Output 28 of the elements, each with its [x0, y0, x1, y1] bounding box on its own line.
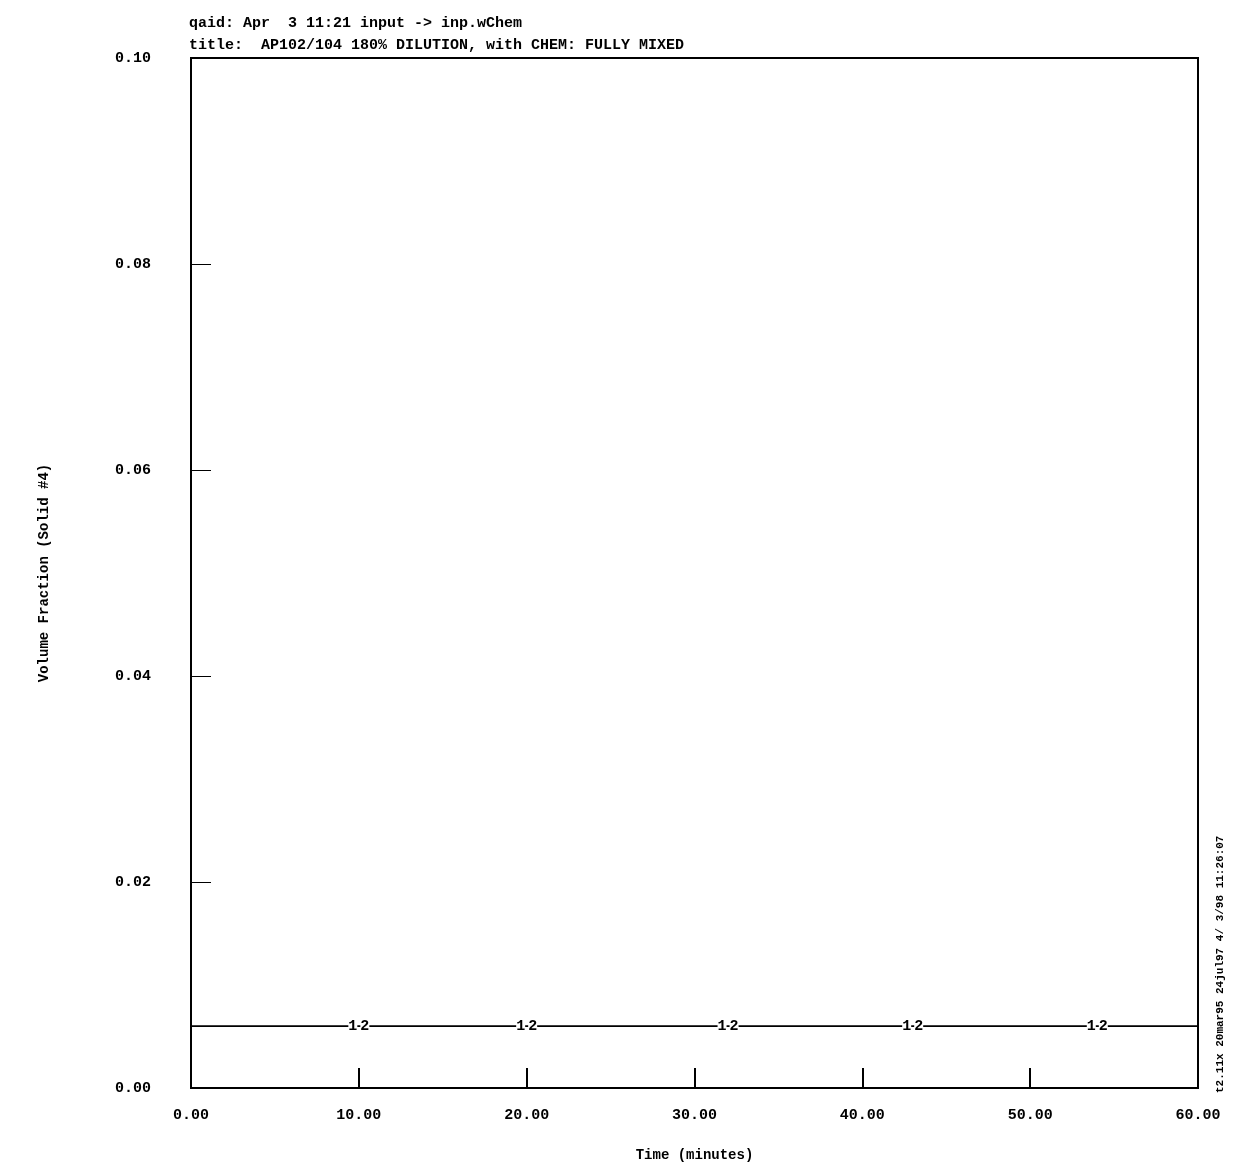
series-label: 1	[348, 1017, 358, 1035]
text: t2.11x 20mar95 24jul97 4/ 3/98 11:26:07	[1214, 835, 1226, 1093]
x-tick-label: 10.00	[336, 1107, 382, 1124]
y-tick-label: 0.06	[114, 461, 151, 479]
x-tick-label: 50.00	[1007, 1107, 1053, 1124]
text: qaid: Apr 3 11:21 input -> inp.wChem	[189, 15, 523, 32]
chart-title: title: AP102/104 180% DILUTION, with CHEM: FULLY MIXED	[189, 37, 685, 54]
text: 1	[1086, 1017, 1096, 1035]
x-tick-label: 0.00	[172, 1107, 210, 1124]
y-tick-label: 0.02	[114, 873, 151, 891]
x-axis-title: Time (minutes)	[635, 1147, 754, 1163]
x-tick-label: 20.00	[504, 1107, 550, 1124]
y-axis-title: Volume Fraction (Solid #4)	[36, 463, 52, 683]
x-tick-label: 40.00	[839, 1107, 885, 1124]
text: 1	[717, 1017, 727, 1035]
y-tick-label: 0.10	[114, 49, 151, 67]
y-tick-label: 0.04	[114, 667, 151, 685]
text: 2	[729, 1017, 739, 1035]
text: 2	[914, 1017, 924, 1035]
y-tick-label: 0.08	[114, 255, 151, 273]
x-tick-label: 60.00	[1175, 1107, 1221, 1124]
series-label: 2	[360, 1017, 370, 1035]
text: 2	[1098, 1017, 1108, 1035]
text: 1	[902, 1017, 912, 1035]
x-tick-label: 30.00	[671, 1107, 718, 1124]
text: 2	[528, 1017, 538, 1035]
y-tick-label: 0.00	[114, 1079, 151, 1097]
text: 1	[516, 1017, 526, 1035]
